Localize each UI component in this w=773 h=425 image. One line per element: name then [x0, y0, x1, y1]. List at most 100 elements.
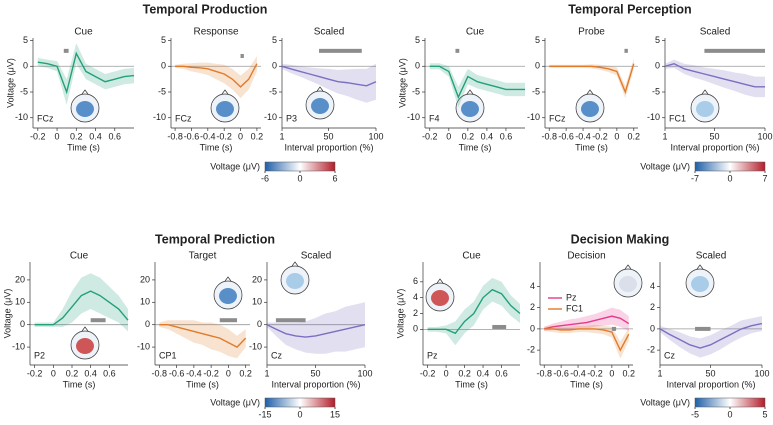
y-tick-label: 20: [252, 274, 262, 284]
x-tick-label: 0.4: [84, 368, 97, 378]
colorbar-tick-label: -15: [258, 409, 271, 419]
x-tick-label: 0: [609, 368, 614, 378]
colorbar-label: Voltage (μV): [210, 161, 260, 171]
line: [549, 63, 635, 95]
y-tick-label: -10: [15, 112, 28, 122]
y-tick-label: 5: [415, 35, 420, 45]
x-tick-label: 100: [754, 368, 769, 378]
x-tick-label: 0.4: [481, 131, 494, 141]
x-tick-label: 0: [446, 131, 451, 141]
colorbar-tick-label: 6: [332, 173, 337, 183]
topomap-nose: [224, 276, 232, 282]
topomap-nose: [291, 261, 299, 267]
y-tick-label: 4: [650, 281, 655, 291]
y-tick-label: -10: [137, 341, 150, 351]
y-tick-label: 20: [15, 274, 25, 284]
topomap-nose: [701, 89, 709, 95]
x-tick-label: -0.2: [203, 368, 219, 378]
x-tick-label: 0.2: [458, 368, 471, 378]
y-tick-label: -5: [20, 86, 28, 96]
y-tick-label: -10: [249, 341, 262, 351]
y-tick-label: 0: [20, 319, 25, 329]
electrode-label: P3: [286, 113, 297, 123]
x-tick-label: -0.8: [152, 368, 168, 378]
x-tick-label: 0.2: [251, 131, 264, 141]
panel-title: Scaled: [301, 251, 332, 262]
x-tick-label: -0.2: [27, 368, 43, 378]
y-tick-label: 0: [413, 324, 418, 334]
electrode-label: P2: [34, 350, 45, 360]
topomap-core: [76, 101, 94, 117]
y-tick-label: -5: [269, 86, 277, 96]
panel-title: Cue: [466, 27, 485, 38]
colorbar: [694, 397, 766, 408]
error-band: [175, 56, 257, 99]
x-tick-label: -0.2: [420, 368, 436, 378]
y-tick-label: -5: [158, 86, 166, 96]
panel-title: Scaled: [696, 251, 727, 262]
x-tick-label: -0.2: [216, 131, 232, 141]
topomap-core: [431, 290, 449, 306]
x-tick-label: -0.8: [541, 131, 557, 141]
topomap-nose: [624, 264, 632, 270]
line: [266, 324, 366, 338]
significance-bar: [275, 318, 306, 323]
topomap-nose: [81, 326, 89, 332]
x-tick-label: 0: [614, 131, 619, 141]
x-tick-label: 0.2: [462, 131, 475, 141]
colorbar-label: Voltage (μV): [640, 161, 690, 171]
colorbar-label: Voltage (μV): [640, 397, 690, 407]
error-band: [267, 302, 365, 354]
x-tick-label: 0.2: [70, 131, 83, 141]
error-band: [159, 320, 246, 359]
error-band: [34, 273, 128, 332]
y-tick-label: 6: [413, 276, 418, 286]
y-tick-label: 2: [650, 302, 655, 312]
x-tick-label: 50: [709, 131, 719, 141]
x-tick-label: 0.6: [495, 368, 508, 378]
x-tick-label: 100: [757, 131, 772, 141]
x-axis-label: Time (s): [459, 142, 492, 152]
x-tick-label: 0.6: [500, 131, 513, 141]
x-axis-label: Time (s): [575, 142, 608, 152]
y-tick-label: 0: [145, 319, 150, 329]
line: [281, 65, 377, 87]
y-tick-label: 0: [655, 61, 660, 71]
electrode-label: F4: [429, 113, 440, 123]
line: [159, 323, 247, 348]
colorbar-tick-label: 0: [297, 409, 302, 419]
x-tick-label: -0.4: [570, 368, 586, 378]
colorbar: [264, 161, 336, 172]
x-tick-label: -0.4: [575, 131, 591, 141]
x-tick-label: 0.2: [239, 368, 252, 378]
x-axis-label: Time (s): [455, 379, 488, 389]
x-tick-label: 50: [324, 131, 334, 141]
topomap-core: [696, 101, 714, 117]
topomap-core: [219, 288, 237, 304]
line: [544, 328, 630, 352]
x-tick-label: 50: [310, 368, 320, 378]
y-tick-label: -5: [652, 86, 660, 96]
y-tick-label: 0: [23, 61, 28, 71]
y-tick-label: 5: [23, 35, 28, 45]
significance-bar: [63, 48, 69, 53]
x-tick-label: 0: [226, 368, 231, 378]
y-tick-label: -5: [532, 86, 540, 96]
x-tick-label: 0.2: [66, 368, 79, 378]
y-axis-label: Voltage (μV): [2, 289, 12, 339]
panel-title: Response: [193, 27, 238, 38]
topomap-core: [461, 101, 479, 117]
y-tick-label: 0: [650, 323, 655, 333]
error-band: [37, 43, 134, 105]
y-tick-label: -10: [153, 112, 166, 122]
line: [664, 62, 765, 88]
y-axis-label: Voltage (μV): [5, 58, 15, 108]
y-tick-label: -2: [647, 345, 655, 355]
topomap-core: [76, 338, 94, 354]
topomap-core: [216, 101, 234, 117]
topomap-core: [619, 276, 637, 292]
x-tick-label: 1: [279, 131, 284, 141]
y-tick-label: -10: [647, 112, 660, 122]
y-tick-label: 0: [415, 61, 420, 71]
electrode-label: FCz: [549, 113, 566, 123]
